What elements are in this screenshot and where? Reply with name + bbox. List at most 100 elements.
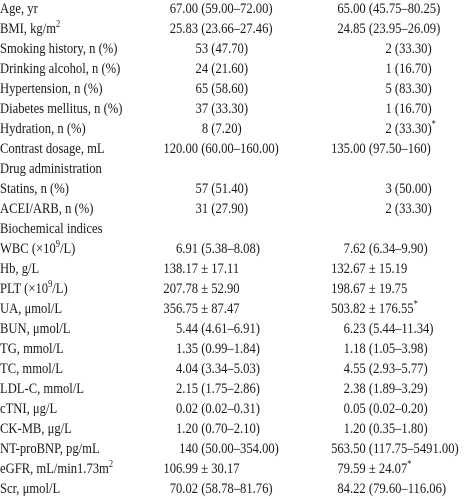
value-main: 65.00 <box>337 1 366 17</box>
row-scr: Scr, μmol/L 70.02 (58.78–81.76) 84.22 (7… <box>0 479 474 499</box>
value-range: ± 15.19 <box>368 261 408 277</box>
section-heading: Drug administration <box>0 161 102 177</box>
value-main: 5 <box>385 81 392 97</box>
value-main: 24.85 <box>337 21 366 37</box>
group1-value: 4.04 (3.34–5.03) <box>151 359 301 379</box>
value-main: 1.20 <box>343 421 366 437</box>
group1-value: 5.44 (4.61–6.91) <box>151 319 301 339</box>
group2-value: 6.23 (5.44–11.34) <box>317 319 467 339</box>
row-bun: BUN, μmol/L 5.44 (4.61–6.91) 6.23 (5.44–… <box>0 319 474 339</box>
value-range: (23.66–27.46) <box>201 21 273 37</box>
value-main: 65 <box>195 81 209 97</box>
value-range: (5.38–8.08) <box>201 241 260 257</box>
value-main: 1 <box>385 101 392 117</box>
value-range: (0.70–2.10) <box>201 421 260 437</box>
value-main: 25.83 <box>169 21 199 37</box>
row-label: LDL-C, mmol/L <box>0 381 84 397</box>
section-heading: Biochemical indices <box>0 221 103 237</box>
value-range: (58.78–81.76) <box>201 481 273 497</box>
value-main: 7.62 <box>343 241 366 257</box>
value-range: (58.60) <box>211 81 249 97</box>
row-label: PLT (×109/L) <box>0 279 68 298</box>
value-range: (1.05–3.98) <box>368 341 428 357</box>
row-label: Hb, g/L <box>0 261 40 277</box>
value-main: 0.02 <box>175 401 199 417</box>
value-range: (5.44–11.34) <box>368 321 434 337</box>
value-main: 2.38 <box>343 381 366 397</box>
value-range: (47.70) <box>211 41 249 57</box>
row-label: Diabetes mellitus, n (%) <box>0 101 123 117</box>
value-range: (3.34–5.03) <box>201 361 260 377</box>
value-range: ± 30.17 <box>201 461 240 477</box>
group1-value: 70.02 (58.78–81.76) <box>151 479 301 499</box>
row-label: WBC (×109/L) <box>0 239 76 258</box>
row-label: Hydration, n (%) <box>0 121 86 137</box>
value-main: 120.00 <box>163 141 199 157</box>
row-ck-mb: CK-MB, μg/L 1.20 (0.70–2.10) 1.20 (0.35–… <box>0 419 474 439</box>
group1-value: 1.35 (0.99–1.84) <box>151 339 301 359</box>
row-smoking: Smoking history, n (%) 53 (47.70) 2 (33.… <box>0 39 474 59</box>
row-label: Smoking history, n (%) <box>0 41 118 57</box>
row-tc: TC, mmol/L 4.04 (3.34–5.03) 4.55 (2.93–5… <box>0 359 474 379</box>
value-range: (117.75–5491.00) <box>368 441 459 457</box>
row-statins: Statins, n (%) 57 (51.40) 3 (50.00) <box>0 179 474 199</box>
group2-value: 2.38 (1.89–3.29) <box>317 379 467 399</box>
row-ldl-c: LDL-C, mmol/L 2.15 (1.75–2.86) 2.38 (1.8… <box>0 379 474 399</box>
row-label: Drinking alcohol, n (%) <box>0 61 121 77</box>
row-bmi: BMI, kg/m2 25.83 (23.66–27.46) 24.85 (23… <box>0 19 474 39</box>
group2-value: 0.05 (0.02–0.20) <box>317 399 467 419</box>
value-main: 79.59 <box>337 461 366 477</box>
value-range: ± 24.07 <box>368 461 408 477</box>
row-label: BUN, μmol/L <box>0 321 71 337</box>
value-main: 4.55 <box>343 361 366 377</box>
row-wbc: WBC (×109/L) 6.91 (5.38–8.08) 7.62 (6.34… <box>0 239 474 259</box>
row-label: eGFR, mL/min1.73m2 <box>0 459 114 478</box>
value-range: (51.40) <box>211 181 249 197</box>
value-range: (0.02–0.20) <box>368 401 428 417</box>
value-main: 3 <box>385 181 392 197</box>
row-label: Scr, μmol/L <box>0 481 61 497</box>
group1-value: 65 (58.60) <box>151 79 301 99</box>
section-drug-administration: Drug administration <box>0 159 474 179</box>
row-age: Age, yr 67.00 (59.00–72.00) 65.00 (45.75… <box>0 0 474 19</box>
group1-value: 2.15 (1.75–2.86) <box>151 379 301 399</box>
value-range: ± 17.11 <box>201 261 240 277</box>
row-label: CK-MB, μg/L <box>0 421 72 437</box>
row-label: TG, mmol/L <box>0 341 64 357</box>
value-main: 31 <box>195 201 209 217</box>
significance-asterisk: * <box>407 459 412 470</box>
row-label: Contrast dosage, mL <box>0 141 105 157</box>
value-main: 67.00 <box>169 1 199 17</box>
row-label: NT-proBNP, pg/mL <box>0 441 100 457</box>
row-hb: Hb, g/L 138.17 ± 17.11 132.67 ± 15.19 <box>0 259 474 279</box>
value-range: (45.75–80.25) <box>368 1 441 17</box>
value-main: 0.05 <box>343 401 366 417</box>
value-range: (50.00–354.00) <box>201 441 279 457</box>
group2-value: 5 (83.30) <box>317 79 467 99</box>
group2-value: 4.55 (2.93–5.77) <box>317 359 467 379</box>
superscript: 2 <box>108 459 114 470</box>
value-range: (60.00–160.00) <box>201 141 279 157</box>
value-range: (16.70) <box>394 61 432 77</box>
value-main: 24 <box>195 61 209 77</box>
group1-value: 120.00 (60.00–160.00) <box>151 139 301 159</box>
value-main: 2 <box>385 201 392 217</box>
value-range: (97.50–160) <box>368 141 431 157</box>
value-main: 140 <box>179 441 199 457</box>
value-range: (33.30) <box>394 201 432 217</box>
value-main: 6.23 <box>343 321 366 337</box>
superscript: 2 <box>56 19 61 30</box>
group2-value: 1.18 (1.05–3.98) <box>317 339 467 359</box>
group1-value: 24 (21.60) <box>151 59 301 79</box>
group1-value: 57 (51.40) <box>151 179 301 199</box>
group2-value: 198.67 ± 19.75 <box>317 279 467 299</box>
value-main: 1.35 <box>175 341 199 357</box>
row-label: UA, μmol/L <box>0 301 63 317</box>
value-range: (7.20) <box>211 121 242 137</box>
group2-value: 3 (50.00) <box>317 179 467 199</box>
value-main: 2.15 <box>175 381 199 397</box>
value-range: (1.89–3.29) <box>368 381 428 397</box>
value-range: (1.75–2.86) <box>201 381 260 397</box>
value-main: 563.50 <box>331 441 366 457</box>
value-main: 4.04 <box>175 361 199 377</box>
